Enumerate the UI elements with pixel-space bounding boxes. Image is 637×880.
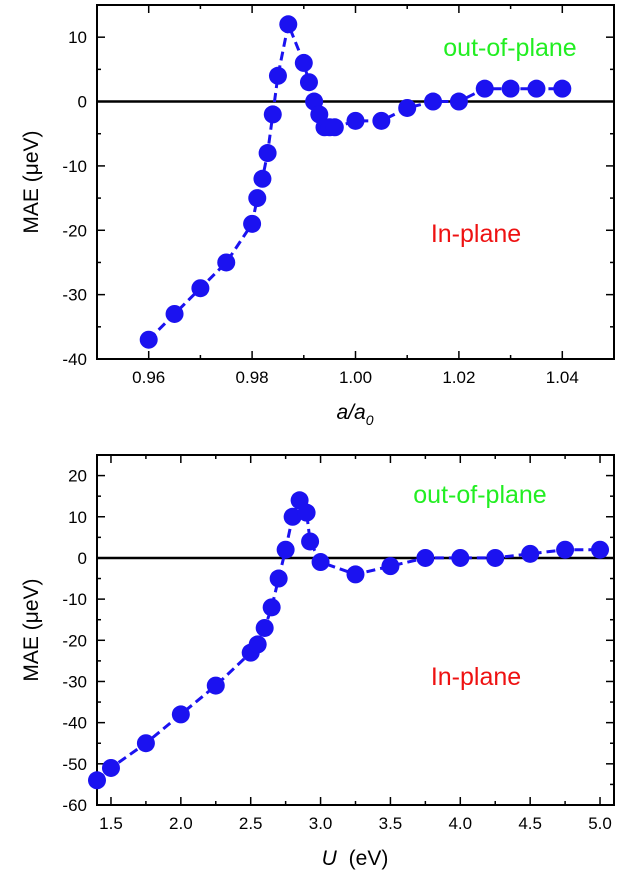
top-y-tick-label: 0 [78,93,87,112]
top-y-tick-label: -40 [62,350,87,369]
bottom-data-points [88,491,610,790]
top-x-axis-title-main: a/a [337,401,366,424]
bottom-data-point [255,618,274,637]
bottom-x-axis-title: U (eV) [322,847,389,870]
bottom-data-point [88,771,106,790]
bottom-x-axis-title-main: U [322,847,338,870]
bottom-data-point [206,676,225,695]
top-x-tick-label: 0.96 [132,368,165,387]
top-data-point [258,144,277,163]
bottom-data-point [136,734,155,753]
bottom-x-tick-label: 4.0 [448,814,472,833]
top-data-points [139,15,572,349]
top-data-point [294,53,313,72]
top-chart-panel: 0.96 0.98 1.00 1.02 1.04 -40 -30 -20 -10 0 10 out-… [20,4,615,428]
bottom-y-tick-label: 10 [68,508,87,527]
top-data-point [263,105,282,124]
bottom-data-point [297,503,316,522]
bottom-x-axis-title-unit: (eV) [349,847,389,870]
bottom-data-point [381,557,400,576]
top-data-point [253,169,272,188]
bottom-data-point [486,548,505,567]
bottom-out-of-plane-label: out-of-plane [413,481,546,509]
top-x-tick-label: 1.02 [442,368,475,387]
bottom-y-tick-label: 0 [78,549,87,568]
bottom-y-tick-label: -30 [62,672,87,691]
bottom-in-plane-label: In-plane [431,663,521,691]
top-data-point [372,111,391,130]
top-data-point [299,73,318,92]
bottom-data-point [521,544,540,563]
bottom-data-point [451,548,470,567]
bottom-data-point [346,565,365,584]
top-y-tick-label: -10 [62,157,87,176]
bottom-x-tick-label: 3.0 [309,814,333,833]
bottom-ticks: 1.5 2.0 2.5 3.0 3.5 4.0 4.5 5.0 -60 -50 -40 -30 -20 -… [62,454,614,833]
top-in-plane-label: In-plane [431,220,521,248]
bottom-x-tick-label: 5.0 [588,814,612,833]
top-y-tick-label: 10 [68,28,87,47]
bottom-data-point [556,540,575,559]
top-data-point [527,79,546,98]
bottom-y-tick-label: -40 [62,714,87,733]
bottom-data-point [262,598,281,617]
top-x-axis-title-subscript: 0 [366,412,374,428]
top-data-point [191,279,210,298]
top-data-point [475,79,494,98]
top-data-point [553,79,572,98]
bottom-data-point [591,540,610,559]
bottom-y-tick-label: -50 [62,755,87,774]
bottom-data-point [416,548,435,567]
top-x-tick-label: 1.04 [546,368,579,387]
bottom-x-tick-label: 1.5 [99,814,123,833]
top-x-axis-title: a/a0 [337,401,374,428]
bottom-y-tick-label: -10 [62,590,87,609]
top-data-point [449,92,468,111]
top-y-tick-label: -20 [62,221,87,240]
top-data-point [139,330,158,349]
top-x-tick-label: 0.98 [236,368,269,387]
top-data-point [398,98,417,117]
bottom-y-tick-label: 20 [68,467,87,486]
top-data-point [325,118,344,137]
top-data-point [501,79,520,98]
top-data-point [165,304,184,323]
bottom-data-point [248,635,267,654]
bottom-x-tick-label: 4.5 [518,814,542,833]
top-x-tick-label: 1.00 [339,368,372,387]
top-data-point [217,253,236,272]
top-data-point [268,66,287,85]
bottom-data-point [283,507,302,526]
top-data-point [346,111,365,130]
bottom-chart-panel: 1.5 2.0 2.5 3.0 3.5 4.0 4.5 5.0 -60 -50 -40 -30 -20 -… [20,454,615,870]
bottom-data-point [301,532,320,551]
bottom-y-tick-label: -60 [62,796,87,815]
top-data-point [279,15,298,34]
top-data-point [243,214,262,233]
bottom-x-tick-label: 2.0 [169,814,193,833]
top-ticks: 0.96 0.98 1.00 1.02 1.04 -40 -30 -20 -10 0 10 [62,4,615,387]
bottom-x-tick-label: 3.5 [379,814,403,833]
bottom-x-tick-label: 2.5 [239,814,263,833]
bottom-data-point [171,705,190,724]
top-y-tick-label: -30 [62,286,87,305]
top-series-line [147,19,563,341]
bottom-data-point [101,758,120,777]
bottom-series-line [96,496,600,782]
top-data-point [248,189,267,208]
top-out-of-plane-label: out-of-plane [443,34,576,62]
bottom-data-point [276,540,295,559]
bottom-y-axis-title: MAE (μeV) [20,578,43,681]
top-data-point [424,92,443,111]
bottom-data-point [269,569,288,588]
top-y-axis-title: MAE (μeV) [20,130,43,233]
bottom-y-tick-label: -20 [62,631,87,650]
bottom-data-point [311,553,330,572]
